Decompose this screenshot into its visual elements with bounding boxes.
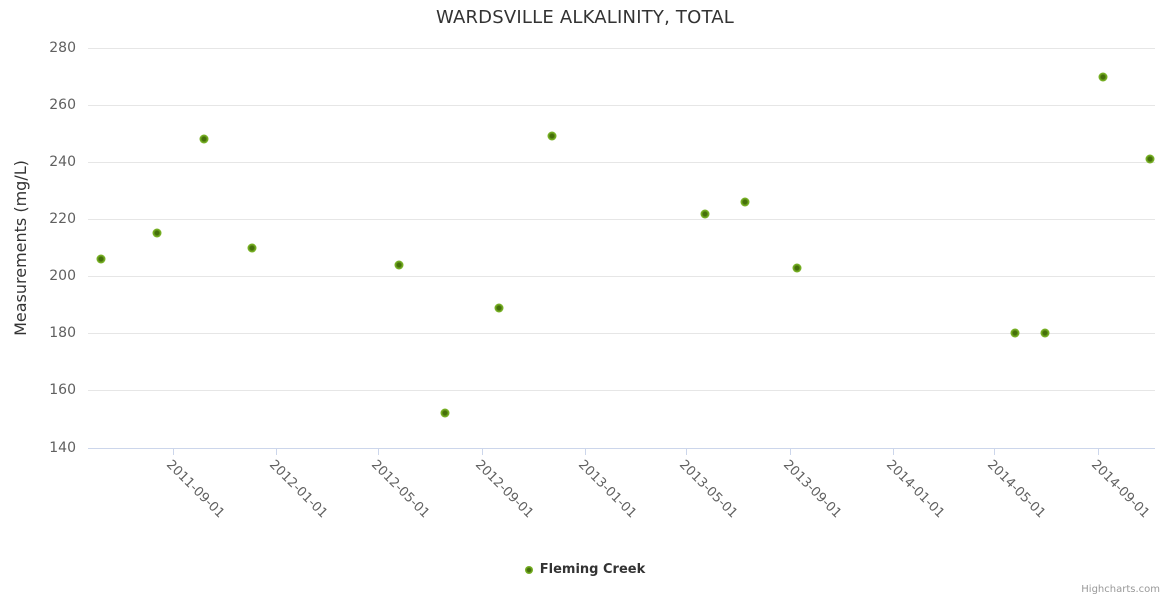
y-gridline	[88, 276, 1155, 278]
data-point[interactable]	[792, 263, 802, 273]
legend: Fleming Creek	[0, 562, 1170, 577]
x-axis-tick-mark	[686, 448, 688, 455]
x-axis-tick-label: 2011-09-01	[163, 456, 228, 521]
x-axis-tick-label: 2013-01-01	[574, 456, 639, 521]
data-point[interactable]	[740, 197, 750, 207]
data-point[interactable]	[547, 131, 557, 141]
y-axis-tick-label: 280	[49, 40, 76, 56]
legend-label: Fleming Creek	[539, 562, 646, 577]
data-point[interactable]	[394, 260, 404, 270]
x-axis-tick-label: 2014-09-01	[1087, 456, 1152, 521]
highcharts-credits-link[interactable]: Highcharts.com	[1081, 584, 1160, 595]
x-axis-tick-mark	[173, 448, 175, 455]
x-axis-tick-mark	[892, 448, 894, 455]
legend-item-fleming-creek[interactable]: Fleming Creek	[524, 562, 646, 577]
x-axis-tick-mark	[993, 448, 995, 455]
x-axis-tick-label: 2013-09-01	[779, 456, 844, 521]
y-axis-tick-label: 200	[49, 268, 76, 285]
x-axis-tick-label: 2014-05-01	[983, 456, 1049, 521]
data-point[interactable]	[494, 303, 504, 313]
chart-title: WARDSVILLE ALKALINITY, TOTAL	[435, 7, 735, 28]
y-gridline	[88, 333, 1155, 335]
x-axis-tick-mark	[378, 448, 380, 455]
data-point[interactable]	[96, 254, 106, 264]
y-axis-tick-label: 240	[49, 154, 76, 171]
x-axis-tick-label: 2014-01-01	[882, 456, 947, 521]
data-point[interactable]	[247, 243, 257, 253]
y-axis-tick-label: 140	[49, 439, 76, 456]
legend-marker-icon	[524, 565, 533, 574]
x-axis-tick-mark	[789, 448, 791, 455]
y-axis-tick-label: 260	[49, 97, 76, 114]
data-point[interactable]	[1098, 72, 1108, 82]
x-axis-tick-mark	[1097, 448, 1099, 455]
x-axis-tick-label: 2012-09-01	[471, 456, 537, 521]
data-point[interactable]	[700, 209, 710, 218]
data-point[interactable]	[1010, 328, 1020, 338]
y-gridline	[88, 162, 1155, 164]
data-point[interactable]	[1040, 328, 1050, 338]
y-axis-tick-label: 220	[49, 211, 76, 228]
data-point[interactable]	[1145, 154, 1155, 164]
y-gridline	[88, 390, 1155, 392]
x-axis-tick-label: 2013-05-01	[676, 456, 741, 521]
y-axis-tick-label: 160	[49, 382, 76, 399]
x-axis-tick-mark	[481, 448, 483, 455]
data-point[interactable]	[199, 134, 209, 144]
x-axis-tick-label: 2012-01-01	[266, 456, 331, 521]
y-gridline	[88, 219, 1155, 221]
y-gridline	[88, 105, 1155, 107]
y-gridline	[88, 48, 1155, 49]
x-axis-tick-mark	[584, 448, 586, 455]
data-point[interactable]	[152, 228, 162, 238]
x-axis-tick-label: 2012-05-01	[368, 456, 433, 521]
y-axis-tick-label: 180	[49, 325, 76, 342]
data-point[interactable]	[440, 408, 450, 418]
x-axis-line	[88, 447, 1155, 449]
x-axis-tick-mark	[276, 448, 278, 455]
